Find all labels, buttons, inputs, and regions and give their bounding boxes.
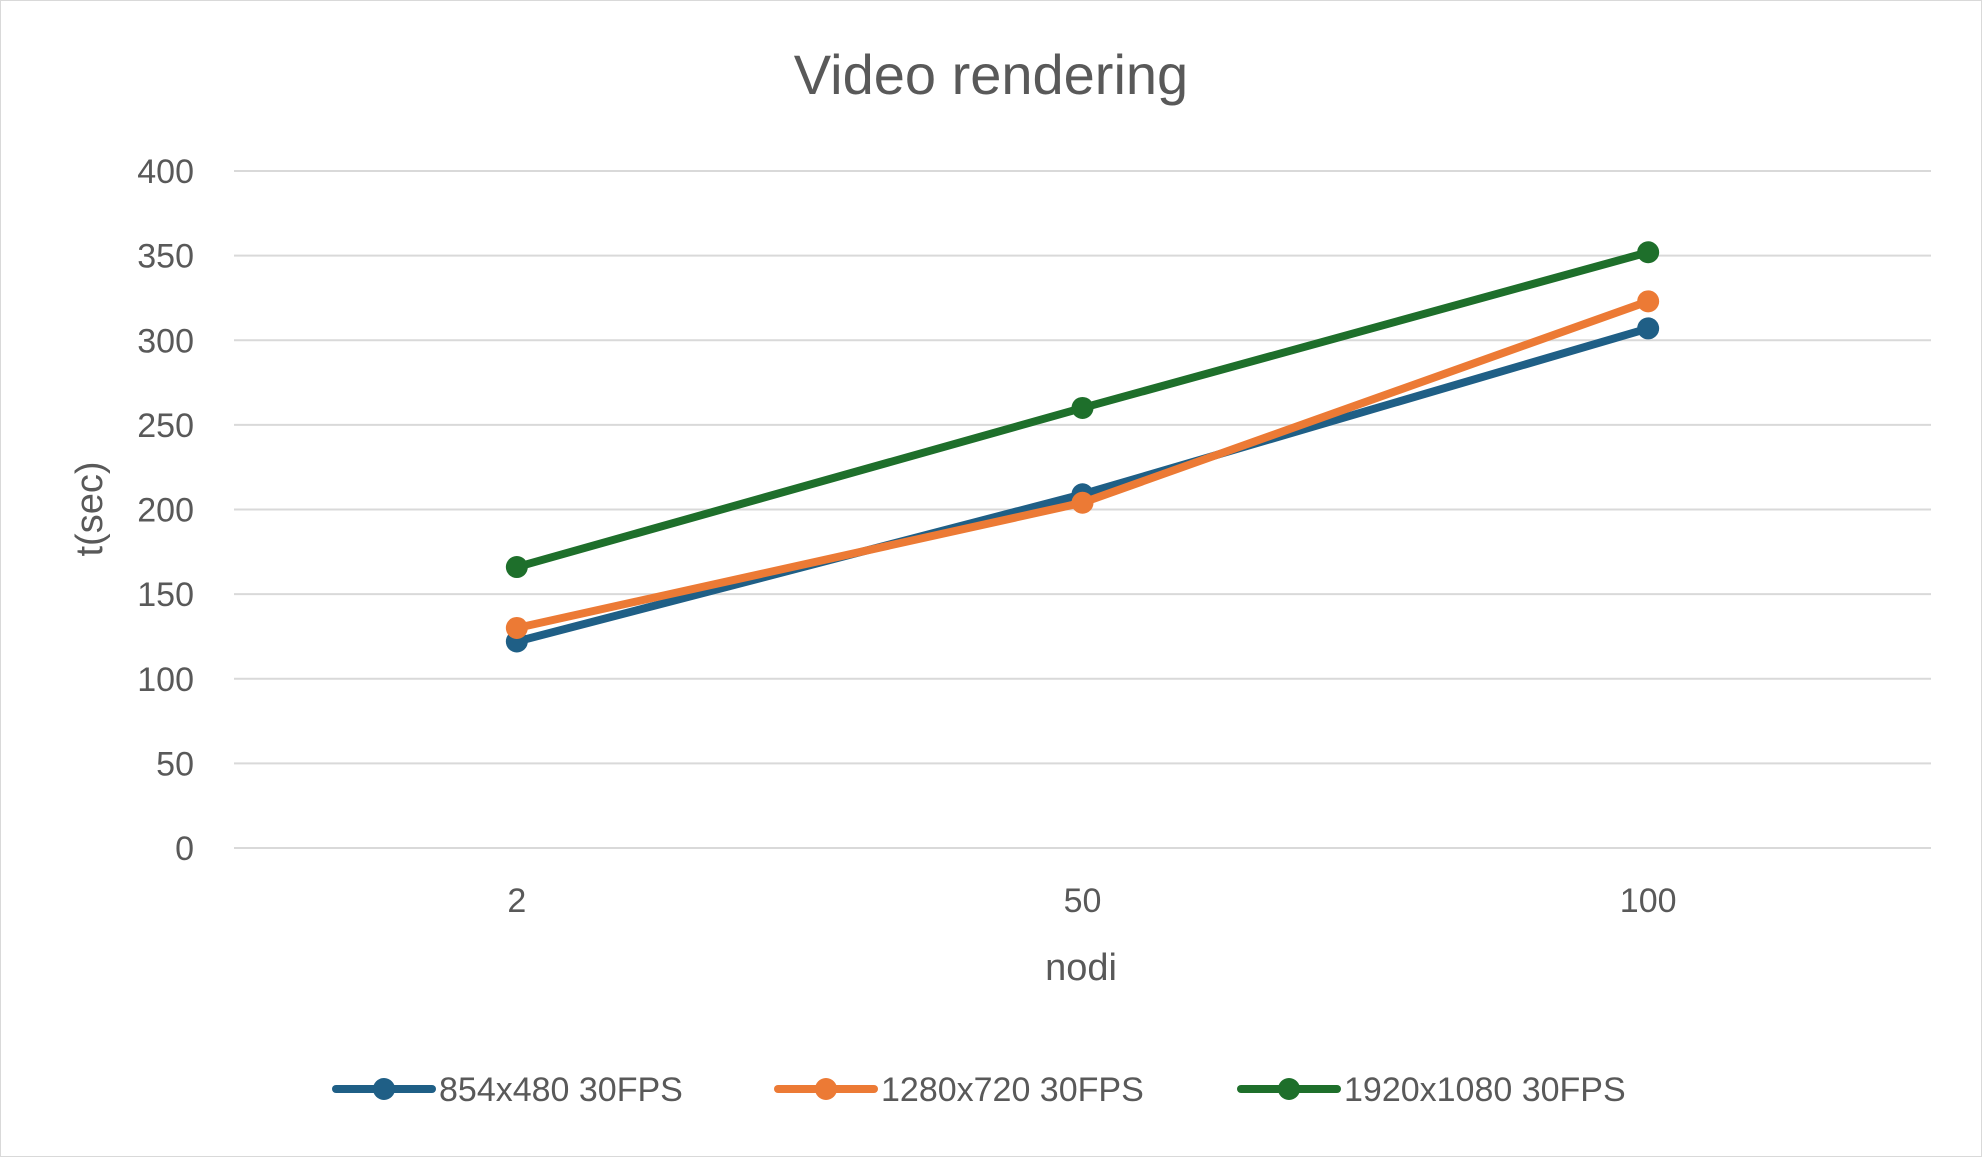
chart-title: Video rendering: [794, 43, 1188, 106]
y-axis-ticks: 0 50 100 150 200 250 300 350 400: [137, 153, 194, 868]
x-tick-label: 2: [507, 882, 526, 920]
y-tick-label: 150: [137, 576, 194, 614]
data-point: [1637, 241, 1660, 264]
legend-item: 1920x1080 30FPS: [1237, 1071, 1626, 1109]
y-tick-label: 300: [137, 322, 194, 360]
series-2: [505, 290, 1660, 639]
series-lines: [505, 241, 1660, 653]
legend-marker: [1278, 1078, 1300, 1100]
series-1: [505, 317, 1660, 653]
data-point: [1071, 396, 1094, 419]
y-tick-label: 100: [137, 661, 194, 699]
legend-marker: [373, 1078, 395, 1100]
series-line: [512, 297, 1653, 632]
data-point: [1071, 491, 1094, 514]
data-point: [1637, 290, 1660, 313]
legend-label: 1920x1080 30FPS: [1344, 1071, 1626, 1109]
legend-item: 1280x720 30FPS: [774, 1071, 1144, 1109]
y-tick-label: 350: [137, 238, 194, 276]
y-tick-label: 250: [137, 407, 194, 445]
x-axis-title: nodi: [1045, 947, 1117, 989]
x-axis-ticks: 2 50 100: [507, 882, 1676, 920]
x-tick-label: 100: [1620, 882, 1677, 920]
series-3: [505, 241, 1660, 579]
y-tick-label: 400: [137, 153, 194, 191]
y-tick-label: 50: [156, 745, 194, 783]
data-point: [1637, 317, 1660, 340]
y-tick-label: 200: [137, 492, 194, 530]
data-point: [505, 616, 528, 639]
x-tick-label: 50: [1064, 882, 1102, 920]
data-point: [505, 556, 528, 579]
legend-label: 1280x720 30FPS: [881, 1071, 1144, 1109]
legend: 854x480 30FPS 1280x720 30FPS 1920x1080 30F…: [332, 1071, 1626, 1109]
legend-marker: [815, 1078, 837, 1100]
y-axis-title: t(sec): [69, 462, 111, 557]
y-tick-label: 0: [175, 830, 194, 868]
legend-label: 854x480 30FPS: [439, 1071, 683, 1109]
legend-item: 854x480 30FPS: [332, 1071, 683, 1109]
